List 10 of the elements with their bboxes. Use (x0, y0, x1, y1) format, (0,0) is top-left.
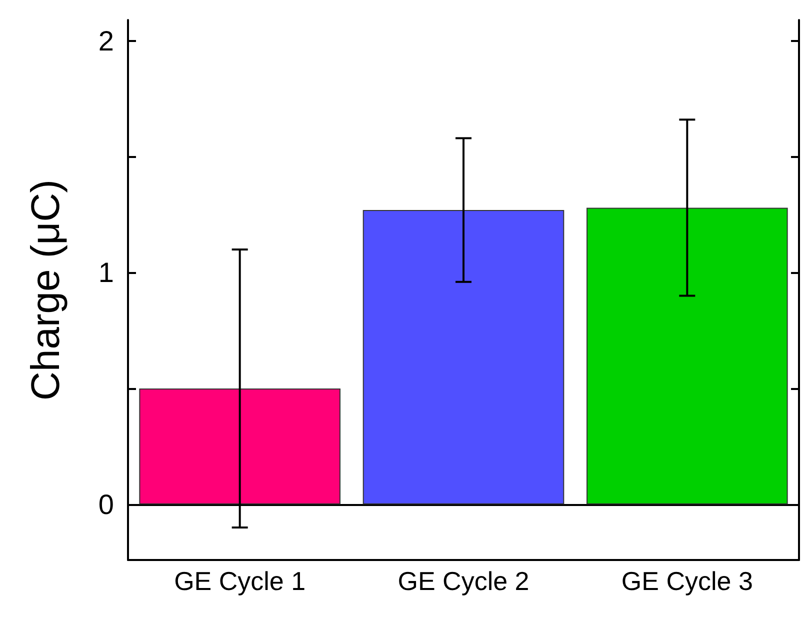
bar (586, 208, 788, 504)
y-tick-label: 2 (98, 25, 114, 56)
bar (139, 388, 340, 504)
x-tick-label: GE Cycle 2 (398, 566, 530, 596)
y-axis-title: Charge (μC) (24, 180, 68, 400)
x-tick-label: GE Cycle 1 (174, 566, 306, 596)
bar (362, 210, 564, 504)
y-tick-label: 1 (98, 257, 114, 288)
x-tick-label: GE Cycle 3 (621, 566, 753, 596)
y-tick-label: 0 (98, 488, 114, 520)
